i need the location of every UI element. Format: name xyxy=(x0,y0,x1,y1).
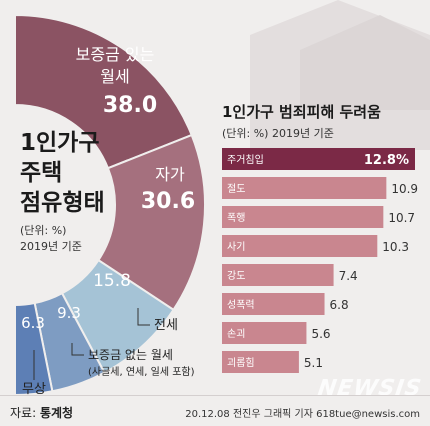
bar xyxy=(222,264,334,286)
donut-title-line2: 주택 xyxy=(20,160,62,186)
bar-chart-title: 1인가구 범죄피해 두려움 xyxy=(222,103,381,121)
slice-label-name: 월세 xyxy=(100,67,129,86)
bar xyxy=(222,177,387,199)
slice-label-value: 15.8 xyxy=(93,271,131,291)
crime-fear-bars: 주거침입 12.8% 절도 10.9 폭행 10.7 사기 10.3 강도 7.4 성폭력 6.8 손괴… xyxy=(222,148,418,373)
source-name: 통계청 xyxy=(39,406,74,420)
donut-title-line3: 점유형태 xyxy=(20,190,105,216)
slice-label-name: 무상 xyxy=(22,382,46,397)
bar-chart-unit-note: (단위: %) 2019년 기준 xyxy=(222,127,334,140)
bar xyxy=(222,206,384,228)
bar-category-label: 폭행 xyxy=(227,212,245,224)
slice-label-name: 보증금 있는 xyxy=(76,45,155,64)
leader-line xyxy=(137,308,150,326)
bar-category-label: 절도 xyxy=(227,182,245,195)
bar-value-label: 12.8% xyxy=(364,153,409,168)
bar-value-label: 5.6 xyxy=(311,327,330,341)
slice-label-name: 보증금 없는 월세 xyxy=(88,348,173,362)
bar-category-label: 주거침입 xyxy=(227,153,264,166)
bar-category-label: 사기 xyxy=(227,241,245,253)
donut-title-line1: 1인가구 xyxy=(20,130,99,156)
donut-unit-note: (단위: %) xyxy=(20,224,66,237)
donut-slice xyxy=(14,301,54,397)
bar xyxy=(222,148,415,170)
source-label: 자료: xyxy=(10,406,37,420)
bar-value-label: 10.7 xyxy=(388,211,415,225)
house-silhouette-icon xyxy=(250,0,430,150)
graphic-credit: 20.12.08 전진우 그래픽 기자 618tue@newsis.com xyxy=(185,409,420,420)
tenure-half-donut xyxy=(14,13,206,397)
slice-label-name: 전세 xyxy=(154,318,178,333)
bar-value-label: 7.4 xyxy=(339,269,358,283)
leader-line xyxy=(71,343,84,356)
slice-label-name: 자가 xyxy=(155,165,185,184)
footer: 자료: 통계청 20.12.08 전진우 그래픽 기자 618tue@newsi… xyxy=(0,395,430,426)
bar xyxy=(222,351,299,373)
bar-value-label: 10.9 xyxy=(391,182,418,196)
bar-value-label: 10.3 xyxy=(382,240,409,254)
bar xyxy=(222,235,378,257)
slice-label-value: 38.0 xyxy=(103,93,157,118)
bar-value-label: 5.1 xyxy=(304,356,323,370)
donut-slice xyxy=(14,13,193,170)
bar-value-label: 6.8 xyxy=(330,298,349,312)
bar-category-label: 강도 xyxy=(227,270,245,282)
slice-label-note: (사글세, 연세, 일세 포함) xyxy=(88,366,195,378)
bar-category-label: 괴롭힘 xyxy=(227,357,255,369)
bar xyxy=(222,322,307,344)
donut-year-note: 2019년 기준 xyxy=(20,240,82,253)
source-line: 자료: 통계청 xyxy=(10,404,73,421)
slice-label-value: 6.3 xyxy=(21,314,45,332)
bar-category-label: 손괴 xyxy=(227,328,245,340)
bar xyxy=(222,293,325,315)
slice-label-value: 30.6 xyxy=(141,189,195,214)
bar-category-label: 성폭력 xyxy=(227,299,255,311)
slice-label-value: 9.3 xyxy=(57,304,81,322)
